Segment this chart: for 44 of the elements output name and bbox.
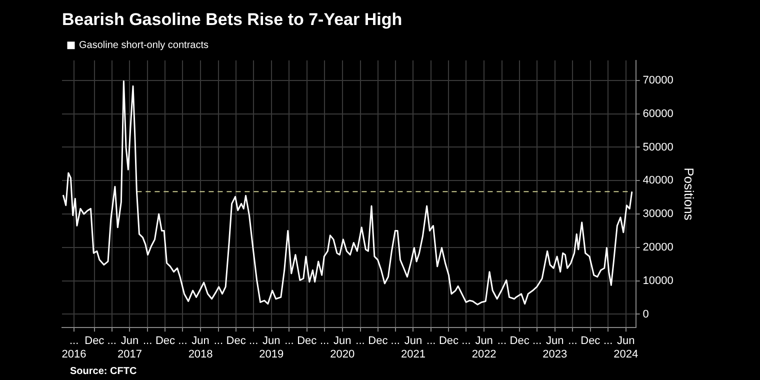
y-tick-label: 30000 — [642, 208, 674, 220]
legend-label: Gasoline short-only contracts — [79, 40, 209, 52]
y-tick-label: 20000 — [642, 241, 674, 254]
source-note: Source: CFTC — [70, 366, 137, 377]
y-tick-label: 40000 — [642, 174, 674, 187]
y-tick-label: 70000 — [642, 74, 674, 86]
x-tick-label: Jun 2018 — [188, 335, 213, 360]
y-tick-label: 10000 — [642, 274, 674, 287]
y-tick-label: 0 — [642, 308, 649, 320]
x-tick-label: Jun 2021 — [400, 335, 426, 360]
x-tick-label: ... — [462, 335, 471, 348]
y-tick-label: 50000 — [642, 141, 674, 154]
x-tick-label: ... — [320, 335, 330, 348]
x-tick-label: ... — [390, 335, 400, 348]
x-tick-label: Dec — [368, 335, 388, 348]
x-tick-label: ... — [532, 335, 542, 348]
x-tick-label: ... — [426, 335, 436, 348]
x-tick-label: ... — [568, 335, 578, 348]
x-tick-label: ... — [142, 335, 152, 348]
x-tick-label: Jun 2019 — [259, 335, 284, 360]
x-tick-label: Dec — [438, 335, 460, 348]
x-tick-label: Dec — [84, 335, 105, 348]
x-tick-label: Jun 2020 — [330, 335, 355, 360]
x-tick-label: Dec — [226, 335, 246, 348]
x-tick-label: ... 2016 — [62, 335, 86, 360]
y-tick-label: 60000 — [642, 108, 674, 120]
x-tick-label: Dec — [580, 335, 601, 348]
x-tick-label: ... — [214, 335, 223, 348]
x-tick-label: ... — [603, 335, 613, 348]
x-tick-label: Jun 2024 — [614, 335, 638, 360]
x-tick-label: Jun 2022 — [472, 335, 496, 360]
x-tick-label: ... — [284, 335, 294, 348]
x-tick-label: Jun 2017 — [117, 335, 142, 360]
x-tick-label: Dec — [155, 335, 176, 348]
x-tick-label: ... — [248, 335, 258, 348]
x-tick-label: ... — [178, 335, 188, 348]
y-axis-title: Positions — [682, 168, 697, 221]
x-tick-label: ... — [356, 335, 365, 348]
x-tick-label: Dec — [297, 335, 318, 348]
x-tick-label: ... — [497, 335, 506, 348]
x-tick-label: ... — [107, 335, 116, 348]
x-tick-label: Jun 2023 — [542, 335, 568, 360]
x-tick-label: Dec — [510, 335, 530, 348]
chart-title: Bearish Gasoline Bets Rise to 7-Year High — [62, 10, 402, 29]
